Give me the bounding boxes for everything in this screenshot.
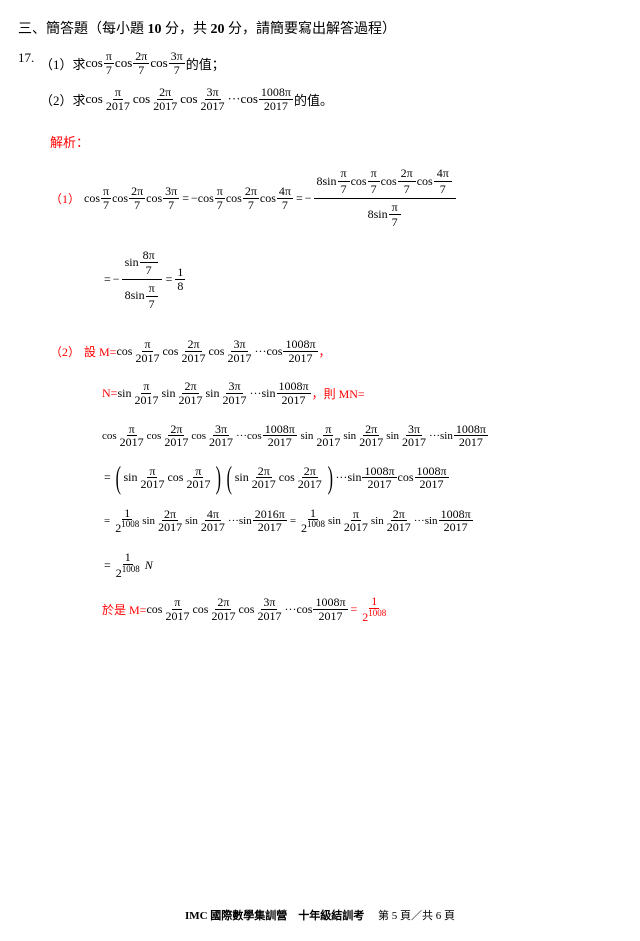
sol2-equals-N: = 121008 N — [50, 551, 628, 579]
q17-part2: （2）求 cosπ2017 cos2π2017 cos3π2017 ··· co… — [40, 86, 628, 112]
p2-label: （2）求 — [40, 90, 86, 109]
sol1-partnum: （1） — [50, 190, 80, 207]
sol2-half: = 121008 sin2π2017 sin4π2017 ··· sin2016… — [50, 507, 628, 535]
cos-fn: cos — [150, 55, 167, 71]
pts-total: 20 — [211, 22, 225, 37]
cos-fn: cos — [115, 55, 132, 71]
cos-fn: cos — [241, 91, 258, 107]
footer-exam: 十年級結訓考 — [298, 910, 364, 922]
question-body: （1）求 cosπ7 cos2π7 cos3π7 的值； （2）求 cosπ20… — [40, 50, 628, 118]
frac: 2π7 — [133, 50, 149, 76]
sol1-line2: = − sin8π7 8sinπ7 = 18 — [50, 247, 628, 312]
sol2-N: N= sinπ2017 sin2π2017 sin3π2017 ··· sin1… — [50, 380, 628, 406]
section-suffix: 分，請簡要寫出解答過程） — [225, 22, 397, 37]
dots: ··· — [228, 91, 241, 107]
sol2-MN-product: cosπ2017 cos2π2017 cos3π2017 ··· cos1008… — [50, 423, 628, 449]
frac: π7 — [104, 50, 114, 76]
p1-label: （1）求 — [40, 54, 86, 73]
q17-part1: （1）求 cosπ7 cos2π7 cos3π7 的值； — [40, 50, 628, 76]
solution-label: 解析： — [50, 132, 628, 151]
frac: 3π7 — [169, 50, 185, 76]
frac: 2π2017 — [151, 86, 179, 112]
frac: π2017 — [104, 86, 132, 112]
footer-org: IMC 國際數學集訓營 — [185, 910, 287, 922]
question-17: 17. （1）求 cosπ7 cos2π7 cos3π7 的值； （2）求 co… — [12, 50, 628, 118]
section-title: 三、簡答題（每小題 10 分，共 20 分，請簡要寫出解答過程） — [12, 18, 628, 38]
frac: 1008π2017 — [259, 86, 293, 112]
section-mid: 分，共 — [162, 22, 211, 37]
sol2-partnum: （2） — [50, 343, 80, 360]
sol1-line1: （1） cosπ7 cos2π7 cos3π7 = − cosπ7 cos2π7… — [50, 165, 628, 230]
lparen-icon: ( — [227, 465, 232, 491]
cos-fn: cos — [86, 91, 103, 107]
footer-page: 第 5 頁／共 6 頁 — [378, 910, 455, 922]
lparen-icon: ( — [115, 465, 120, 491]
page-footer: IMC 國際數學集訓營 十年級結訓考 第 5 頁／共 6 頁 — [0, 907, 640, 923]
section-prefix: 三、簡答題（每小題 — [18, 22, 148, 37]
question-number: 17. — [12, 50, 40, 118]
cos-fn: cos — [86, 55, 103, 71]
rparen-icon: ) — [216, 465, 221, 491]
p2-tail: 的值。 — [294, 90, 333, 109]
sol2-M: （2） 設 M= cosπ2017 cos2π2017 cos3π2017 ··… — [50, 338, 628, 364]
cos-fn: cos — [133, 91, 150, 107]
cos-fn: cos — [180, 91, 197, 107]
frac: 3π2017 — [199, 86, 227, 112]
rparen-icon: ) — [327, 465, 332, 491]
sol2-final: 於是 M= cosπ2017 cos2π2017 cos3π2017 ··· c… — [50, 595, 628, 623]
solution-block: 解析： （1） cosπ7 cos2π7 cos3π7 = − cosπ7 co… — [12, 132, 628, 623]
big-frac: 8sinπ7 cosπ7 cos2π7 cos4π7 8sinπ7 — [314, 165, 456, 230]
pts-each: 10 — [148, 22, 162, 37]
sol2-paired: = ( sinπ2017 cosπ2017 ) ( sin2π2017 cos2… — [50, 465, 628, 491]
p1-tail: 的值； — [186, 54, 225, 73]
